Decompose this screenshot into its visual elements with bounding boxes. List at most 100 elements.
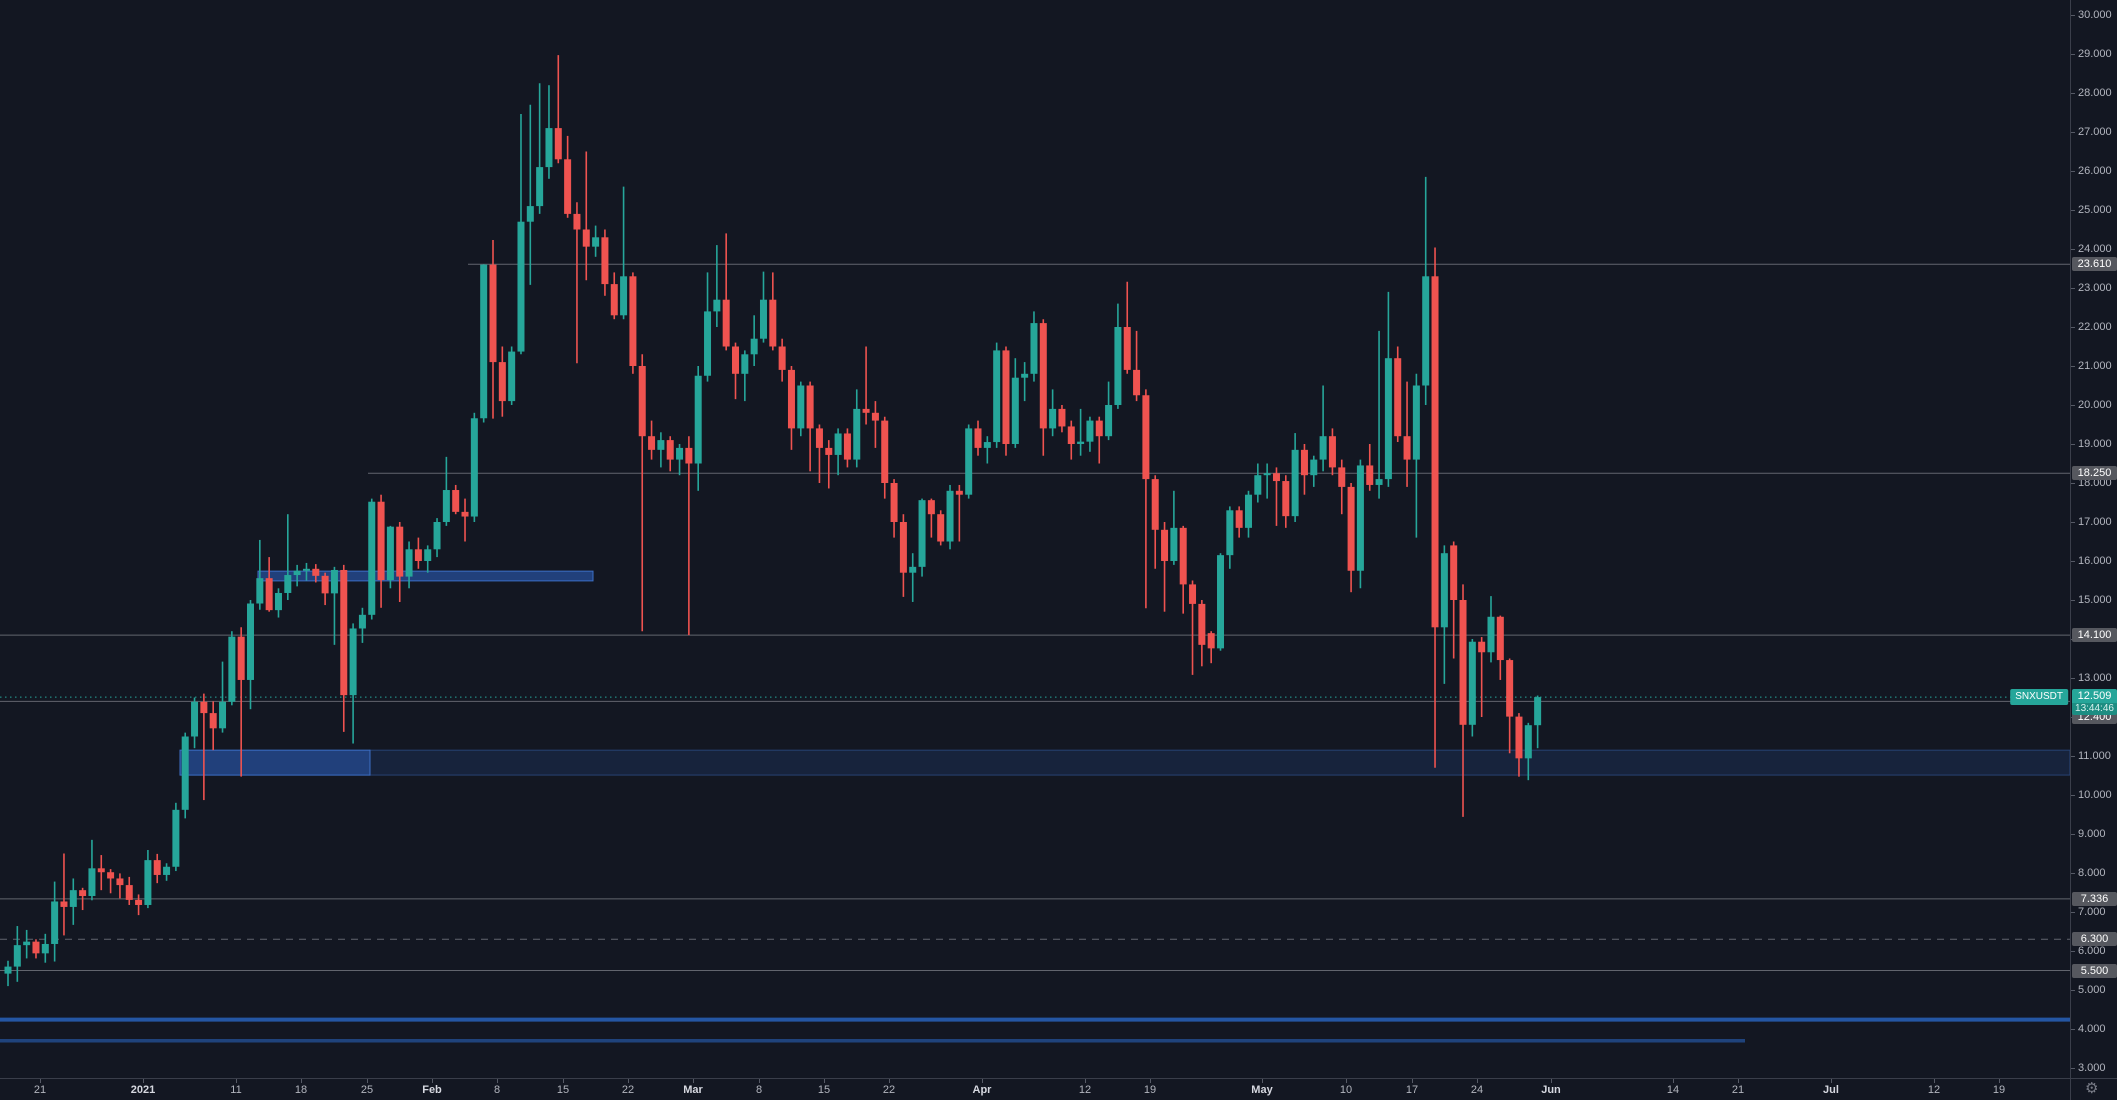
- time-axis-tick: [301, 1079, 302, 1083]
- time-axis-tick: [1831, 1079, 1832, 1083]
- candle-body: [1254, 475, 1262, 495]
- time-axis-label: 2021: [130, 1084, 156, 1096]
- candle-body: [396, 526, 404, 577]
- candle-body: [685, 447, 693, 464]
- price-axis-label: 27.000: [2071, 126, 2117, 139]
- candle-body: [1002, 350, 1010, 444]
- candle-body: [629, 276, 637, 366]
- time-axis-label: Apr: [972, 1084, 992, 1096]
- time-axis-tick: [693, 1079, 694, 1083]
- candle-body: [1366, 465, 1374, 485]
- candle-body: [666, 440, 674, 460]
- candle-body: [778, 346, 786, 370]
- candle-body: [1077, 441, 1085, 444]
- time-axis-label: 21: [1731, 1084, 1745, 1096]
- gear-icon[interactable]: ⚙: [2085, 1080, 2099, 1097]
- candle-body: [330, 569, 338, 594]
- candle-body: [1067, 426, 1075, 444]
- candle-body: [1011, 377, 1019, 444]
- candle-body: [1338, 467, 1346, 487]
- candle-body: [871, 412, 879, 421]
- time-axis-label: 8: [755, 1084, 763, 1096]
- candle-body: [498, 362, 506, 402]
- candle-body: [937, 514, 945, 542]
- candle-body: [13, 945, 21, 967]
- candle-body: [769, 299, 777, 347]
- price-axis[interactable]: 30.000 29.000 28.000 27.000 26.000 25.000 24.0…: [2070, 0, 2117, 1078]
- time-axis[interactable]: 21 2021 11 18 25 Feb 8 15 22 Mar 8 15 22 Apr 12 19 May 10…: [0, 1078, 2070, 1100]
- candle-body: [1244, 494, 1252, 528]
- candle-body: [153, 860, 161, 875]
- axis-corner: ⚙: [2070, 1078, 2117, 1100]
- candle-body: [713, 299, 721, 312]
- time-axis-label: 18: [294, 1084, 308, 1096]
- candle-body: [181, 736, 189, 810]
- time-axis-label: 15: [817, 1084, 831, 1096]
- time-axis-tick: [1934, 1079, 1935, 1083]
- candle-body: [480, 264, 488, 419]
- price-axis-label: 5.000: [2071, 984, 2117, 997]
- candle-body: [1021, 373, 1029, 378]
- price-axis-label: 10.000: [2071, 789, 2117, 802]
- candle-body: [983, 442, 991, 448]
- time-axis-tick: [367, 1079, 368, 1083]
- candle-body: [41, 943, 49, 954]
- candle-body: [368, 501, 376, 615]
- time-axis-label: 19: [1143, 1084, 1157, 1096]
- candle-body: [1142, 395, 1150, 480]
- time-axis-label: 11: [230, 1084, 242, 1096]
- candle-body: [993, 350, 1001, 443]
- candle-body: [638, 366, 646, 437]
- candle-body: [1310, 459, 1318, 476]
- candle-body: [1394, 358, 1402, 437]
- time-axis-tick: [824, 1079, 825, 1083]
- candle-body: [489, 264, 497, 363]
- candle-body: [564, 159, 572, 214]
- candle-body: [191, 701, 199, 737]
- time-axis-tick: [1085, 1079, 1086, 1083]
- candle-body: [1496, 616, 1504, 661]
- candle-body: [23, 941, 31, 946]
- candle-body: [144, 860, 152, 905]
- candle-body: [1450, 545, 1458, 600]
- time-axis-tick: [563, 1079, 564, 1083]
- time-axis-label: 12: [1078, 1084, 1092, 1096]
- candle-body: [704, 311, 712, 376]
- candle-body: [1282, 481, 1290, 517]
- time-axis-tick: [236, 1079, 237, 1083]
- candle-body: [1151, 479, 1159, 530]
- candle-body: [302, 568, 310, 571]
- candle-body: [1030, 323, 1038, 374]
- candle-body: [1468, 641, 1476, 725]
- price-axis-label: 24.000: [2071, 243, 2117, 256]
- candle-body: [97, 868, 105, 873]
- candle-body: [1515, 716, 1523, 759]
- candle-body: [1235, 510, 1243, 528]
- price-axis-label: 28.000: [2071, 87, 2117, 100]
- price-axis-label: 25.000: [2071, 204, 2117, 217]
- time-axis-tick: [40, 1079, 41, 1083]
- candle-body: [200, 701, 208, 714]
- time-axis-label: Jul: [1823, 1084, 1839, 1096]
- candle-body: [219, 701, 227, 729]
- candle-body: [582, 229, 590, 247]
- candle-body: [1347, 486, 1355, 571]
- time-axis-tick: [1477, 1079, 1478, 1083]
- time-axis-tick: [1999, 1079, 2000, 1083]
- candle-body: [526, 206, 534, 222]
- price-axis-label: 17.000: [2071, 516, 2117, 529]
- candle-body: [1459, 600, 1467, 725]
- candle-body: [955, 490, 963, 495]
- candle-body: [293, 570, 301, 576]
- candle-body: [1384, 358, 1392, 480]
- supply-demand-zone: [369, 749, 2070, 776]
- candle-body: [676, 447, 684, 460]
- chart-plot-area[interactable]: [0, 0, 2070, 1078]
- candle-body: [927, 500, 935, 515]
- price-axis-label: 11.000: [2071, 750, 2117, 763]
- candle-body: [1161, 529, 1169, 561]
- candle-body: [1123, 327, 1131, 370]
- price-axis-label: 22.000: [2071, 321, 2117, 334]
- candle-body: [135, 899, 143, 905]
- bar-countdown: 13:44:46: [2072, 703, 2117, 716]
